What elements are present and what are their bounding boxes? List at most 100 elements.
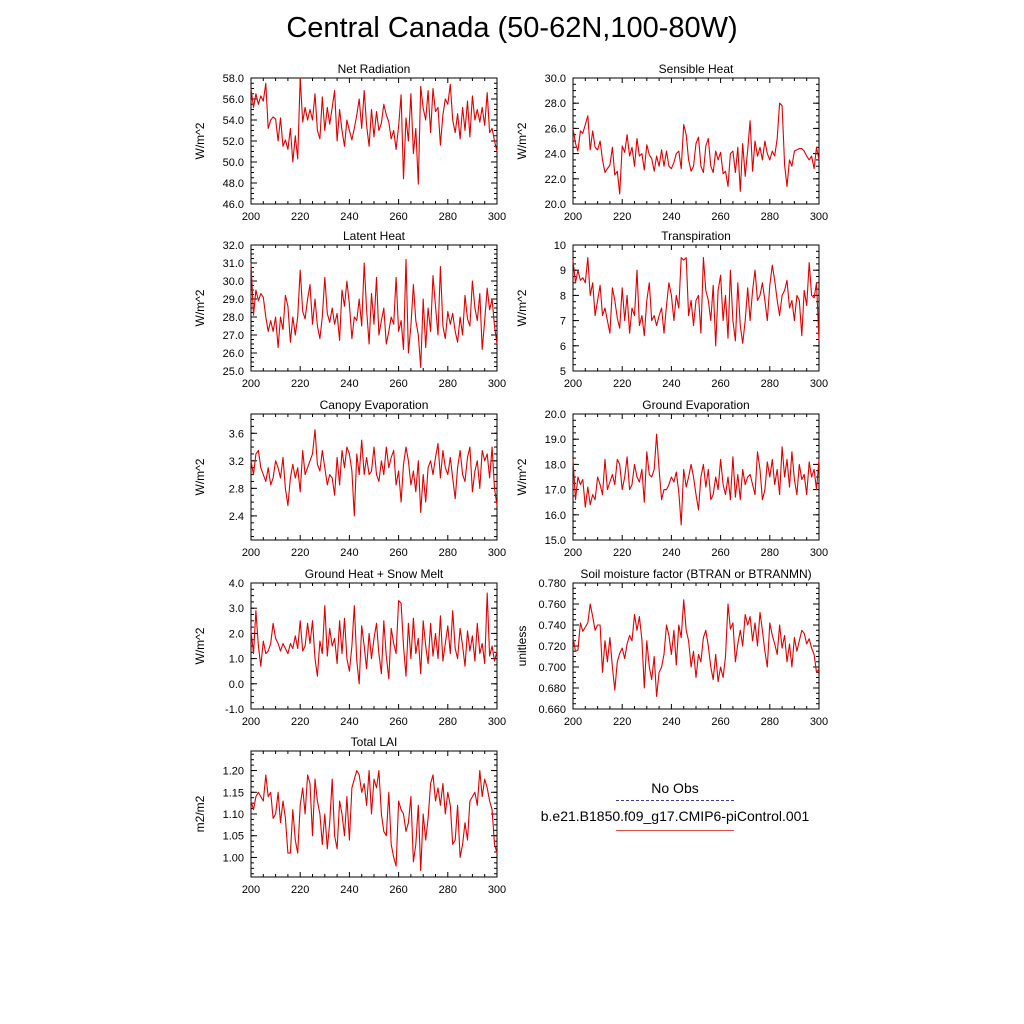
x-tick-label: 300 xyxy=(810,547,828,559)
x-tick-label: 200 xyxy=(564,547,582,559)
x-tick-label: 220 xyxy=(613,547,631,559)
panel-canopy-evaporation: Canopy Evaporation W/m^2 200 220 240 260 280 30… xyxy=(193,398,506,559)
x-tick-label: 200 xyxy=(242,547,260,559)
x-tick-label: 220 xyxy=(291,211,309,223)
x-tick-label: 240 xyxy=(340,547,358,559)
x-tick-label: 280 xyxy=(761,378,779,390)
plot-frame xyxy=(250,750,498,878)
x-tick-label: 220 xyxy=(613,211,631,223)
y-tick-label: 3.0 xyxy=(229,603,244,615)
y-tick-label: 50.0 xyxy=(223,157,244,169)
x-tick-label: 220 xyxy=(613,716,631,728)
series-line xyxy=(250,258,498,368)
x-tick-label: 300 xyxy=(488,378,506,390)
y-axis-label: W/m^2 xyxy=(515,458,529,495)
y-axis-label: m2/m2 xyxy=(193,795,207,832)
x-tick-label: 240 xyxy=(340,211,358,223)
y-tick-label: 0.0 xyxy=(229,679,244,691)
y-axis-label: W/m^2 xyxy=(193,627,207,664)
y-tick-label: 20.0 xyxy=(545,199,566,211)
panel-title: Canopy Evaporation xyxy=(320,398,429,412)
series-line xyxy=(250,429,498,517)
panel-soil-moisture-factor-btran-or-btranmn: Soil moisture factor (BTRAN or BTRANMN) u… xyxy=(515,567,828,728)
panel-title: Ground Heat + Snow Melt xyxy=(305,567,444,581)
y-tick-label: 26.0 xyxy=(223,348,244,360)
x-tick-label: 240 xyxy=(340,884,358,896)
legend-case-line xyxy=(616,830,734,831)
y-tick-label: 1.20 xyxy=(223,766,244,778)
x-tick-label: 280 xyxy=(439,378,457,390)
y-tick-label: 26.0 xyxy=(545,123,566,135)
x-tick-label: 300 xyxy=(810,378,828,390)
x-tick-label: 200 xyxy=(242,884,260,896)
x-tick-label: 220 xyxy=(291,884,309,896)
panel-latent-heat: Latent Heat W/m^2 200 220 240 260 280 300 25.0 26… xyxy=(193,229,506,390)
x-tick-label: 280 xyxy=(761,716,779,728)
plot-frame xyxy=(572,244,820,372)
y-tick-label: 32.0 xyxy=(223,240,244,252)
panel-title: Total LAI xyxy=(351,735,398,749)
series-line xyxy=(250,770,498,872)
y-tick-label: 19.0 xyxy=(545,434,566,446)
panel-title: Net Radiation xyxy=(338,62,411,76)
y-tick-label: 30.0 xyxy=(223,276,244,288)
y-tick-label: 22.0 xyxy=(545,174,566,186)
y-tick-label: 30.0 xyxy=(545,73,566,85)
x-tick-label: 280 xyxy=(439,211,457,223)
x-tick-label: 260 xyxy=(711,378,729,390)
x-tick-label: 240 xyxy=(340,378,358,390)
y-tick-label: 24.0 xyxy=(545,149,566,161)
y-tick-label: 17.0 xyxy=(545,485,566,497)
legend-obs-label: No Obs xyxy=(651,780,699,796)
series-line xyxy=(572,102,820,195)
y-tick-label: 0.700 xyxy=(538,662,566,674)
legend-obs-line xyxy=(616,800,734,801)
x-tick-label: 200 xyxy=(242,716,260,728)
x-tick-label: 300 xyxy=(488,884,506,896)
x-tick-label: 280 xyxy=(761,211,779,223)
y-axis-label: W/m^2 xyxy=(515,122,529,159)
y-tick-label: 2.8 xyxy=(229,483,244,495)
plot-frame xyxy=(572,413,820,541)
y-tick-label: 8 xyxy=(560,290,566,302)
x-tick-label: 200 xyxy=(564,211,582,223)
x-tick-label: 300 xyxy=(810,716,828,728)
y-tick-label: 1.15 xyxy=(223,787,244,799)
y-tick-label: 0.780 xyxy=(538,578,566,590)
y-tick-label: 4.0 xyxy=(229,578,244,590)
plot-frame xyxy=(250,413,498,541)
panel-net-radiation: Net Radiation W/m^2 200 220 240 260 280 300 46.0… xyxy=(193,62,506,223)
y-tick-label: 5 xyxy=(560,366,566,378)
x-tick-label: 260 xyxy=(389,547,407,559)
y-axis-label: W/m^2 xyxy=(193,458,207,495)
x-tick-label: 240 xyxy=(340,716,358,728)
x-tick-label: 260 xyxy=(711,547,729,559)
y-tick-label: 48.0 xyxy=(223,178,244,190)
series-line xyxy=(572,257,820,347)
y-tick-label: 15.0 xyxy=(545,535,566,547)
x-tick-label: 240 xyxy=(662,211,680,223)
panel-total-lai: Total LAI m2/m2 200 220 240 260 280 300 1.00 1.05… xyxy=(193,735,506,896)
x-tick-label: 200 xyxy=(564,716,582,728)
y-tick-label: 7 xyxy=(560,316,566,328)
y-tick-label: 46.0 xyxy=(223,199,244,211)
y-tick-label: 1.00 xyxy=(223,852,244,864)
y-axis-label: W/m^2 xyxy=(193,289,207,326)
y-tick-label: 1.0 xyxy=(229,654,244,666)
x-tick-label: 260 xyxy=(389,716,407,728)
panel-title: Soil moisture factor (BTRAN or BTRANMN) xyxy=(580,567,811,581)
x-tick-label: 220 xyxy=(291,716,309,728)
plot-frame xyxy=(250,582,498,710)
x-tick-label: 300 xyxy=(488,716,506,728)
x-tick-label: 300 xyxy=(488,211,506,223)
legend-case-label: b.e21.B1850.f09_g17.CMIP6-piControl.001 xyxy=(540,808,810,824)
y-tick-label: 2.0 xyxy=(229,628,244,640)
panel-title: Latent Heat xyxy=(343,229,406,243)
panel-sensible-heat: Sensible Heat W/m^2 200 220 240 260 280 300 20.0… xyxy=(515,62,828,223)
y-tick-label: 2.4 xyxy=(229,511,244,523)
x-tick-label: 300 xyxy=(488,547,506,559)
x-tick-label: 260 xyxy=(711,716,729,728)
x-tick-label: 260 xyxy=(389,378,407,390)
x-tick-label: 220 xyxy=(291,547,309,559)
